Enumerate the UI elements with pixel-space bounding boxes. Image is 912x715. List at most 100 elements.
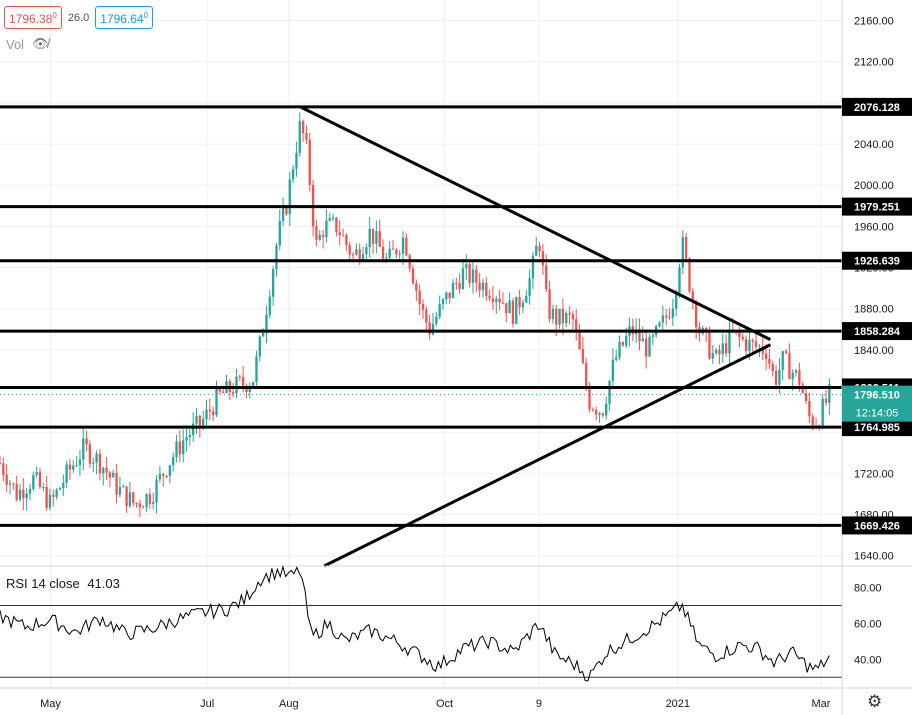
candle-body (748, 340, 751, 351)
candle-body (588, 386, 591, 410)
candle-body (565, 313, 568, 324)
level-price-tag (842, 418, 912, 437)
candle-body (758, 346, 761, 348)
candle-body (548, 289, 551, 319)
candle-body (441, 299, 445, 305)
candle-body (58, 488, 62, 490)
candle-body (711, 353, 714, 359)
price-tick-label: 2160.00 (854, 16, 894, 28)
candle-body (671, 308, 674, 318)
candle-body (661, 315, 664, 323)
candle-body (801, 384, 804, 394)
candle-body (375, 231, 378, 244)
level-price-label: 1926.639 (854, 256, 900, 268)
ask-price-box[interactable]: 1796.640 (95, 6, 154, 29)
candle-body (178, 441, 182, 455)
candle-body (678, 267, 681, 293)
candle-body (421, 303, 425, 310)
candle-body (664, 315, 668, 318)
candle-body (105, 467, 108, 473)
candle-body (275, 245, 278, 270)
price-tick-label: 2120.00 (854, 57, 894, 69)
rsi-value: 41.03 (87, 576, 120, 591)
candle-body (651, 335, 655, 337)
candle-body (378, 231, 381, 247)
candle-body (618, 341, 621, 358)
candle-body (771, 363, 774, 372)
candle-body (295, 152, 298, 170)
candle-body (495, 298, 498, 303)
candle-body (125, 486, 128, 507)
eye-off-icon[interactable]: 👁︎̸ (32, 36, 49, 51)
candle-body (781, 351, 784, 370)
candle-body (365, 247, 368, 255)
candle-body (578, 331, 581, 350)
rsi-legend: RSI 14 close 41.03 (6, 576, 120, 591)
candle-body (791, 372, 794, 379)
level-price-label: 1764.985 (854, 422, 900, 434)
rsi-tick-label: 40.00 (854, 654, 882, 666)
candle-body (308, 139, 311, 185)
candle-body (738, 330, 741, 337)
candle-body (182, 440, 185, 455)
candle-body (38, 472, 42, 488)
candle-body (438, 304, 441, 317)
candle-body (258, 336, 261, 357)
candle-body (22, 489, 25, 499)
candle-body (645, 338, 648, 357)
candle-body (804, 393, 808, 402)
candle-body (368, 228, 371, 248)
candle-body (348, 244, 351, 255)
volume-legend: Vol 👁︎̸ (6, 36, 49, 52)
candle-body (798, 370, 801, 385)
candle-body (821, 398, 824, 428)
candle-body (278, 220, 281, 246)
candle-body (148, 494, 152, 504)
time-tick-label: 2021 (666, 698, 690, 710)
gear-icon[interactable]: ⚙ (867, 692, 883, 711)
candle-body (714, 350, 718, 354)
candle-body (65, 464, 68, 483)
candle-body (824, 398, 828, 403)
candle-body (241, 377, 245, 386)
support-resistance-lines[interactable] (0, 105, 842, 527)
candle-body (688, 258, 691, 292)
candle-body (212, 411, 215, 416)
rsi-tick-label: 80.00 (854, 583, 882, 595)
candle-body (468, 264, 471, 283)
candle-body (674, 292, 678, 309)
candle-body (555, 308, 558, 325)
candle-body (371, 228, 375, 244)
candle-body (165, 475, 168, 477)
trendlines[interactable] (299, 105, 772, 568)
candle-body (418, 290, 421, 304)
candle-body (518, 296, 521, 308)
candle-body (195, 415, 198, 424)
candle-body (358, 249, 361, 260)
candle-body (455, 283, 458, 285)
candle-body (571, 314, 575, 320)
candle-body (132, 492, 135, 504)
candle-body (608, 380, 611, 404)
level-price-tag (842, 197, 912, 216)
candle-body (102, 467, 105, 474)
candle-body (28, 488, 32, 494)
candle-body (75, 465, 78, 467)
candle-body (281, 207, 285, 221)
candle-body (488, 296, 491, 299)
candle-body (215, 388, 218, 416)
candle-body (501, 302, 505, 304)
candle-body (445, 292, 448, 300)
bid-price-box[interactable]: 1796.380 (4, 6, 62, 29)
candle-body (481, 282, 485, 291)
candle-body (168, 465, 172, 476)
candle-body (451, 283, 455, 299)
candle-body (78, 459, 82, 466)
candle-body (718, 350, 721, 355)
candle-body (605, 403, 608, 416)
candle-body (45, 487, 48, 508)
candle-body (72, 465, 75, 470)
candle-body (811, 416, 814, 426)
candle-body (428, 322, 431, 335)
